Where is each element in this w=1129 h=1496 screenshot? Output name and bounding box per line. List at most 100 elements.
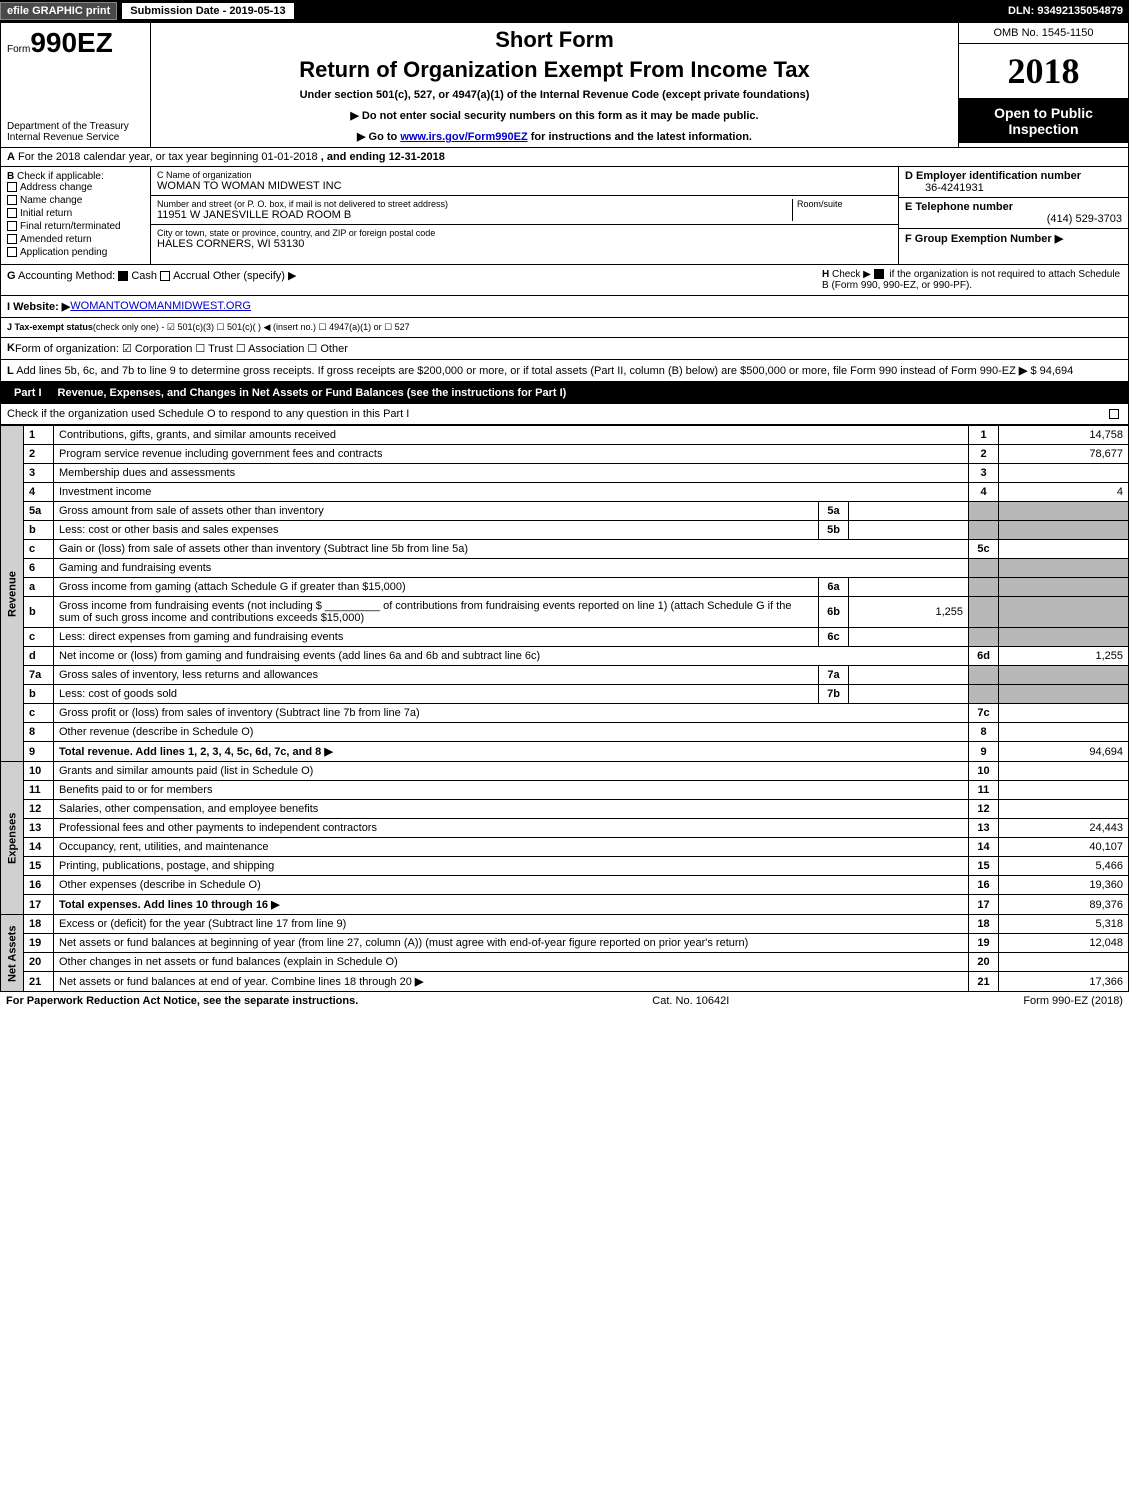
line-desc: Gross sales of inventory, less returns a… [54, 666, 819, 685]
line-desc: Membership dues and assessments [54, 464, 969, 483]
line-desc: Total expenses. Add lines 10 through 16 … [54, 895, 969, 915]
expenses-side-label: Expenses [1, 762, 24, 915]
part1-label: Part I [6, 385, 50, 401]
line-val: 1,255 [999, 647, 1129, 666]
line-subval [849, 628, 969, 647]
b-item-0: Address change [20, 182, 92, 193]
line-desc: Excess or (deficit) for the year (Subtra… [54, 915, 969, 934]
chk-final-return[interactable] [7, 221, 17, 231]
line-val [999, 521, 1129, 540]
chk-address-change[interactable] [7, 182, 17, 192]
submission-date: Submission Date - 2019-05-13 [121, 2, 294, 20]
row-a: A For the 2018 calendar year, or tax yea… [0, 148, 1129, 167]
line-ref [969, 559, 999, 578]
form-number: 990EZ [30, 27, 113, 58]
line-val: 12,048 [999, 934, 1129, 953]
line-desc: Investment income [54, 483, 969, 502]
line-num: 2 [24, 445, 54, 464]
ein-row: D Employer identification number 36-4241… [899, 167, 1128, 198]
line-val [999, 578, 1129, 597]
label-g: G [7, 270, 16, 282]
line-ref: 8 [969, 723, 999, 742]
footer-right: Form 990-EZ (2018) [1023, 995, 1123, 1007]
line-val [999, 781, 1129, 800]
group-label: F Group Exemption Number [905, 233, 1052, 245]
line-val: 4 [999, 483, 1129, 502]
g-cash: Cash [131, 270, 157, 282]
phone-value: (414) 529-3703 [905, 213, 1122, 225]
line-desc: Total revenue. Add lines 1, 2, 3, 4, 5c,… [54, 742, 969, 762]
line-ref [969, 502, 999, 521]
room-label: Room/suite [797, 199, 892, 209]
chk-name-change[interactable] [7, 195, 17, 205]
line-desc: Other revenue (describe in Schedule O) [54, 723, 969, 742]
line-num: 7a [24, 666, 54, 685]
line-num: 11 [24, 781, 54, 800]
chk-accrual[interactable] [160, 271, 170, 281]
line-num: a [24, 578, 54, 597]
header-right: OMB No. 1545-1150 2018 Open to Public In… [958, 23, 1128, 147]
omb-number: OMB No. 1545-1150 [959, 23, 1128, 44]
street-row: Number and street (or P. O. box, if mail… [151, 196, 898, 225]
line-val: 14,758 [999, 426, 1129, 445]
line-desc: Grants and similar amounts paid (list in… [54, 762, 969, 781]
line-desc: Professional fees and other payments to … [54, 819, 969, 838]
irs-link[interactable]: www.irs.gov/Form990EZ [400, 131, 527, 143]
row-h: H Check ▶ if the organization is not req… [822, 269, 1122, 291]
line-desc: Less: direct expenses from gaming and fu… [54, 628, 819, 647]
chk-part1-scho[interactable] [1109, 409, 1119, 419]
line-num: 12 [24, 800, 54, 819]
line-ref: 13 [969, 819, 999, 838]
efile-print-button[interactable]: efile GRAPHIC print [0, 2, 117, 20]
line-desc: Gain or (loss) from sale of assets other… [54, 540, 969, 559]
dln-number: DLN: 93492135054879 [1008, 5, 1129, 17]
line-val [999, 762, 1129, 781]
form-header: Form990EZ Department of the Treasury Int… [0, 22, 1129, 148]
instruction-1: ▶ Do not enter social security numbers o… [157, 109, 952, 122]
chk-initial-return[interactable] [7, 208, 17, 218]
city-label: City or town, state or province, country… [157, 228, 892, 238]
row-a-text2: , and ending 12-31-2018 [321, 151, 445, 163]
line-sub: 7a [819, 666, 849, 685]
main-title: Return of Organization Exempt From Incom… [157, 57, 952, 83]
dept-line2: Internal Revenue Service [7, 132, 144, 143]
line-ref: 9 [969, 742, 999, 762]
b-item-4: Amended return [20, 234, 92, 245]
line-num: 9 [24, 742, 54, 762]
line-val [999, 666, 1129, 685]
line-val: 78,677 [999, 445, 1129, 464]
label-i: I Website: ▶ [7, 300, 70, 313]
line-subval [849, 666, 969, 685]
line-subval [849, 521, 969, 540]
line-val: 5,318 [999, 915, 1129, 934]
line-val: 5,466 [999, 857, 1129, 876]
col-b: B Check if applicable: Address change Na… [1, 167, 151, 264]
line-val: 17,366 [999, 972, 1129, 992]
label-b: B [7, 171, 14, 182]
chk-cash[interactable] [118, 271, 128, 281]
chk-application-pending[interactable] [7, 247, 17, 257]
dept-line1: Department of the Treasury [7, 121, 144, 132]
header-left: Form990EZ Department of the Treasury Int… [1, 23, 151, 147]
line-sub: 5b [819, 521, 849, 540]
line-ref [969, 628, 999, 647]
b-item-5: Application pending [20, 247, 107, 258]
line-ref: 12 [969, 800, 999, 819]
line-ref: 18 [969, 915, 999, 934]
line-ref: 10 [969, 762, 999, 781]
line-ref: 20 [969, 953, 999, 972]
top-bar: efile GRAPHIC print Submission Date - 20… [0, 0, 1129, 22]
line-num: 18 [24, 915, 54, 934]
line-desc: Gross income from fundraising events (no… [54, 597, 819, 628]
line-val: 24,443 [999, 819, 1129, 838]
line-val [999, 628, 1129, 647]
chk-amended-return[interactable] [7, 234, 17, 244]
line-ref: 3 [969, 464, 999, 483]
row-gh: G Accounting Method: Cash Accrual Other … [0, 265, 1129, 296]
website-link[interactable]: WOMANTOWOMANMIDWEST.ORG [70, 300, 251, 313]
row-l: L Add lines 5b, 6c, and 7b to line 9 to … [0, 360, 1129, 382]
line-subval [849, 685, 969, 704]
chk-h[interactable] [874, 269, 884, 279]
line-num: 14 [24, 838, 54, 857]
line-ref: 11 [969, 781, 999, 800]
